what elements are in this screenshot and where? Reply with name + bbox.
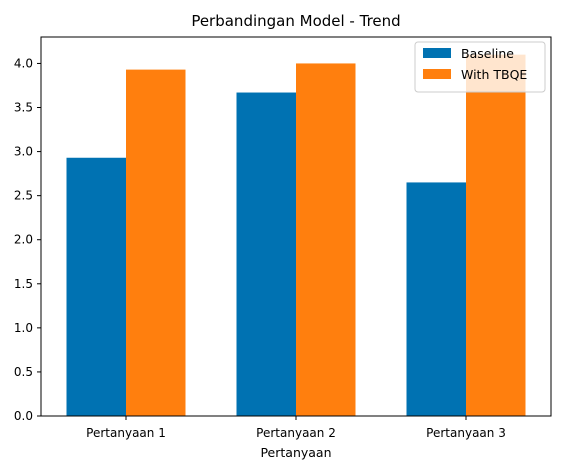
bar-with-tbqe-3 bbox=[466, 55, 526, 416]
y-tick-label: 0.5 bbox=[14, 365, 33, 379]
y-tick-label: 1.0 bbox=[14, 321, 33, 335]
bar-baseline-3 bbox=[407, 182, 467, 416]
legend: Baseline With TBQE bbox=[415, 42, 545, 92]
legend-entry: With TBQE bbox=[461, 67, 527, 82]
bar-with-tbqe-1 bbox=[126, 70, 186, 416]
y-tick-label: 1.5 bbox=[14, 277, 33, 291]
y-tick-label: 3.5 bbox=[14, 101, 33, 115]
legend-swatch bbox=[423, 69, 451, 79]
x-axis-label: Pertanyaan bbox=[260, 445, 331, 460]
legend-entry: Baseline bbox=[461, 46, 514, 61]
y-tick-label: 4.0 bbox=[14, 56, 33, 70]
y-tick-label: 0.0 bbox=[14, 409, 33, 423]
y-tick-label: 2.0 bbox=[14, 233, 33, 247]
x-tick-label: Pertanyaan 1 bbox=[86, 426, 166, 440]
y-tick-label: 2.5 bbox=[14, 189, 33, 203]
y-tick-label: 3.0 bbox=[14, 145, 33, 159]
x-axis: Pertanyaan 1 Pertanyaan 2 Pertanyaan 3 bbox=[86, 416, 506, 440]
chart-title: Perbandingan Model - Trend bbox=[191, 12, 400, 30]
legend-swatch bbox=[423, 48, 451, 58]
bar-with-tbqe-2 bbox=[296, 63, 356, 416]
bars-group bbox=[67, 55, 526, 416]
x-tick-label: Pertanyaan 3 bbox=[426, 426, 506, 440]
bar-baseline-2 bbox=[237, 93, 297, 416]
x-tick-label: Pertanyaan 2 bbox=[256, 426, 336, 440]
y-axis: 0.0 0.5 1.0 1.5 2.0 2.5 3.0 3.5 4.0 bbox=[14, 56, 41, 423]
bar-baseline-1 bbox=[67, 158, 127, 416]
